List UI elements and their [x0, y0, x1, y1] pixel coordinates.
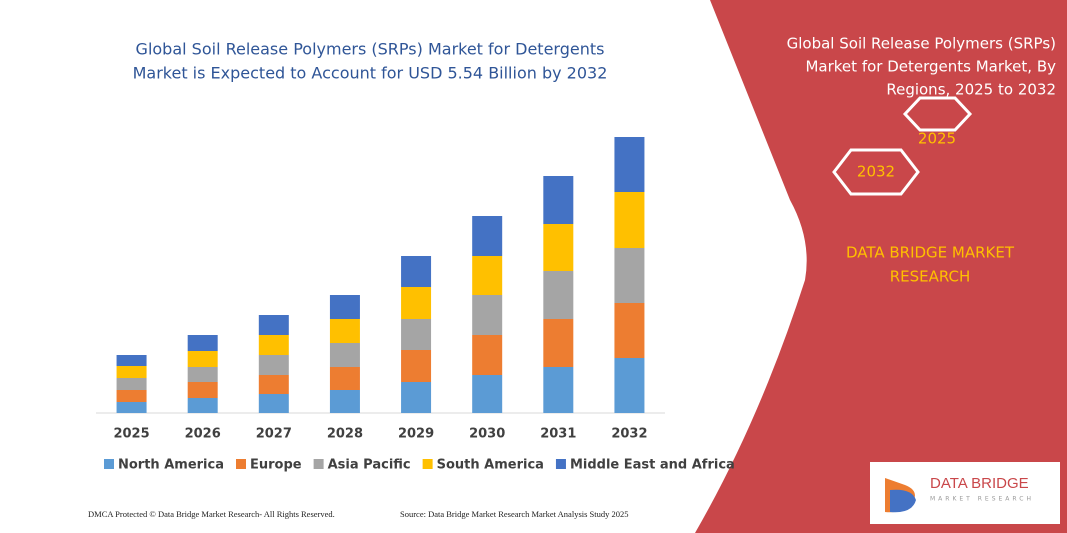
bar-segment	[187, 398, 218, 413]
bar-segment	[187, 367, 218, 382]
bar-segment	[472, 216, 503, 256]
bar-segment	[401, 287, 432, 319]
bar-segment	[116, 378, 147, 390]
bar-segment	[543, 319, 574, 367]
bar-segment	[543, 176, 574, 224]
logo-tagline: MARKET RESEARCH	[930, 496, 1034, 503]
bar-segment	[329, 295, 360, 319]
bar-segment	[401, 319, 432, 350]
bar-segment	[329, 367, 360, 390]
bar-segment	[614, 248, 645, 303]
footer-right: Source: Data Bridge Market Research Mark…	[400, 509, 629, 519]
bar-segment	[614, 192, 645, 248]
bar-segment	[329, 319, 360, 343]
panel-heading: Global Soil Release Polymers (SRPs)	[787, 35, 1056, 53]
panel-heading: Regions, 2025 to 2032	[886, 81, 1056, 99]
legend-swatch	[236, 459, 246, 469]
bar-segment	[614, 358, 645, 413]
bar-segment	[401, 382, 432, 413]
x-tick-label: 2029	[398, 427, 434, 442]
bar-segment	[543, 271, 574, 319]
bar-segment	[116, 402, 147, 413]
bar-segment	[401, 350, 432, 382]
bar-segment	[472, 335, 503, 375]
bar-segment	[258, 394, 289, 413]
legend-swatch	[104, 459, 114, 469]
x-tick-label: 2025	[113, 427, 149, 442]
x-tick-label: 2028	[327, 427, 363, 442]
legend-label: Middle East and Africa	[570, 458, 735, 473]
x-tick-label: 2032	[611, 427, 647, 442]
x-tick-label: 2026	[185, 427, 221, 442]
panel-brand: RESEARCH	[890, 268, 971, 286]
bar-segment	[472, 375, 503, 413]
chart-title: Market is Expected to Account for USD 5.…	[133, 64, 608, 83]
legend-label: Europe	[250, 458, 302, 473]
bar-segment	[614, 303, 645, 358]
legend-label: Asia Pacific	[328, 458, 411, 473]
bar-segment	[116, 366, 147, 378]
legend-swatch	[555, 459, 566, 469]
legend-label: South America	[437, 458, 544, 473]
bar-segment	[258, 375, 289, 394]
hexagon-label: 2025	[918, 130, 956, 148]
footer-left: DMCA Protected © Data Bridge Market Rese…	[88, 509, 335, 519]
bar-segment	[401, 256, 432, 287]
bar-segment	[472, 295, 503, 335]
bar-segment	[258, 355, 289, 375]
logo-mark	[890, 489, 916, 513]
legend-label: North America	[118, 458, 224, 473]
bar-segment	[187, 351, 218, 367]
bar-segment	[614, 137, 645, 192]
bar-segment	[187, 382, 218, 398]
bar-segment	[116, 390, 147, 402]
side-panel	[695, 0, 1067, 533]
bar-segment	[543, 224, 574, 271]
panel-brand: DATA BRIDGE MARKET	[846, 244, 1015, 262]
hexagon-label: 2032	[857, 163, 895, 181]
chart-title: Global Soil Release Polymers (SRPs) Mark…	[136, 40, 605, 59]
panel-heading: Market for Detergents Market, By	[805, 58, 1056, 76]
logo-name: DATA BRIDGE	[930, 475, 1029, 492]
bar-segment	[329, 390, 360, 413]
x-tick-label: 2027	[256, 427, 292, 442]
x-tick-label: 2030	[469, 427, 505, 442]
hexagon	[832, 148, 920, 196]
bar-segment	[258, 315, 289, 335]
bar-segment	[329, 343, 360, 367]
legend-swatch	[422, 459, 433, 469]
legend-swatch	[313, 459, 324, 469]
x-tick-label: 2031	[540, 427, 576, 442]
bar-segment	[116, 355, 147, 366]
hexagon	[902, 96, 973, 132]
bar-segment	[187, 335, 218, 351]
bar-segment	[543, 367, 574, 413]
bar-segment	[258, 335, 289, 355]
bar-segment	[472, 256, 503, 295]
